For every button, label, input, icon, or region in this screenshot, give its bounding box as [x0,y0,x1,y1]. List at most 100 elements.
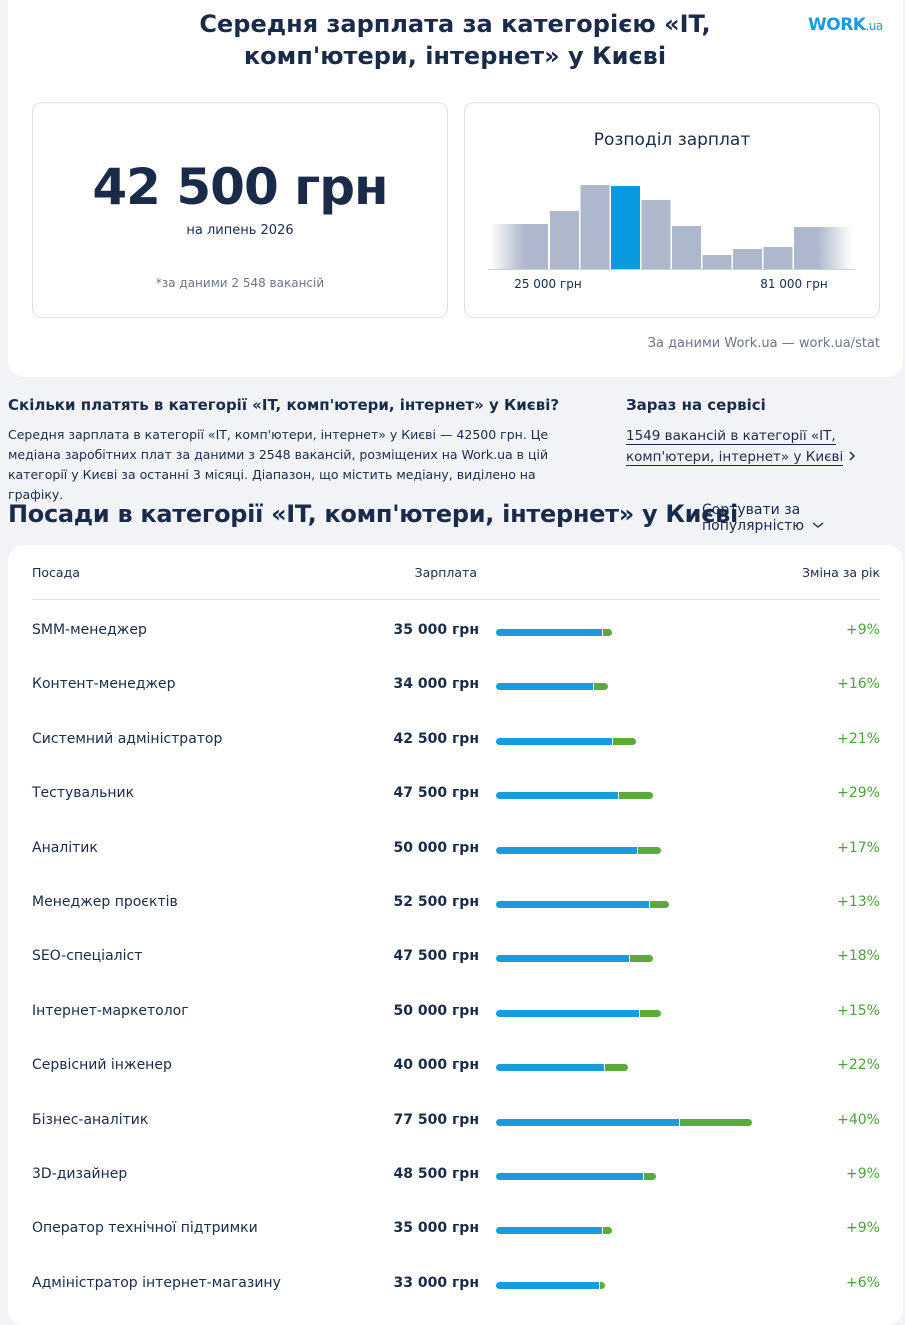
growth-segment [679,1118,752,1126]
sort-label: Сортувати за популярністю [702,502,805,534]
logo-domain: .ua [865,19,883,33]
change: +9% [846,1166,880,1182]
median-salary: 42 500 грн [92,158,388,216]
column-header: Посада [32,565,80,580]
salary: 77 500 грн [393,1111,479,1128]
salary: 35 000 грн [393,1220,479,1237]
growth-segment [602,629,612,636]
salary: 48 500 грн [393,1166,479,1182]
histogram-bar [733,249,762,269]
note: *за даними 2 548 вакансій [155,276,325,290]
salary-bar [496,629,612,636]
position-name[interactable]: Адміністратор інтернет-магазину [32,1274,281,1291]
growth-segment [599,1281,605,1289]
salary: 47 500 грн [393,948,479,965]
histogram-bar [763,247,793,269]
growth-segment [612,737,637,745]
previous-salary-segment [496,683,593,691]
histogram: 25 000 грн 81 000 грн [488,185,855,291]
position-name[interactable]: Менеджер проєктів [32,894,178,910]
growth-segment [605,1064,628,1072]
service-title: Зараз на сервісі [626,396,766,414]
growth-segment [643,1173,657,1180]
previous-salary-segment [496,955,629,963]
histogram-bar [550,211,579,269]
previous-salary-segment [496,1009,640,1017]
salary: 47 500 грн [393,785,479,802]
position-name[interactable]: Контент-менеджер [32,676,176,693]
salary: 52 500 грн [393,894,479,910]
position-name[interactable]: Сервісний інженер [32,1057,172,1074]
position-name[interactable]: 3D-дизайнер [32,1166,128,1182]
change: +40% [837,1111,880,1128]
salary-bar [496,1118,752,1126]
salary: 35 000 грн [393,622,479,638]
position-name[interactable]: SMM-менеджер [32,622,147,638]
growth-segment [618,792,653,800]
salary: 50 000 грн [393,1002,479,1019]
change: +9% [846,622,880,638]
salary-bar [496,1009,661,1017]
previous-salary-segment [496,792,618,800]
change: +29% [837,785,880,802]
position-name[interactable]: Бізнес-аналітик [32,1111,149,1128]
salary-card [32,102,448,318]
salary-bar [496,955,653,963]
histogram-bar [702,255,732,269]
positions-title: Посади в категорії «IT, комп'ютери, інте… [8,500,738,528]
question: Скільки платять в категорії «IT, комп'ют… [8,396,560,414]
fade [794,227,852,269]
divider [32,599,880,600]
source[interactable]: За даними Work.ua — work.ua/stat [647,336,880,351]
previous-salary-segment [496,1227,602,1235]
change: +6% [846,1274,880,1291]
change: +15% [837,1002,880,1019]
position-name[interactable]: Аналітик [32,839,98,856]
position-name[interactable]: Тестувальник [32,785,135,802]
description: Середня зарплата в категорії «IT, комп'ю… [8,427,549,502]
histogram-bar [672,226,701,269]
growth-segment [638,846,661,854]
positions-table [8,545,903,1325]
salary: 34 000 грн [393,676,479,693]
growth-segment [602,1227,612,1235]
distribution-card [464,102,880,318]
position-name[interactable]: Інтернет-маркетолог [32,1002,189,1019]
vacancies-link[interactable]: 1549 вакансій в категорії «IT, комп'ютер… [626,426,905,468]
salary-bar [496,737,637,745]
salary-bar [496,846,661,854]
histogram-bar [611,186,640,269]
fade [490,224,548,269]
salary: 33 000 грн [393,1274,479,1291]
histogram-bar [641,200,671,269]
column-header: Зміна за рік [802,565,880,580]
previous-salary-segment [496,737,612,745]
salary-bar [496,1227,612,1235]
logo-word: WORK [808,15,866,35]
change: +13% [837,894,880,910]
sort-dropdown[interactable]: Сортувати за популярністю [702,502,905,534]
salary: 50 000 грн [393,839,479,856]
change: +22% [837,1057,880,1074]
distribution-title: Розподіл зарплат [593,130,751,150]
previous-salary-segment [496,901,650,908]
position-name[interactable]: Оператор технічної підтримки [32,1220,258,1237]
previous-salary-segment [496,846,638,854]
chevron-right [849,451,856,461]
salary-bar [496,1281,605,1289]
salary: 42 500 грн [393,730,479,747]
change: +16% [837,676,880,693]
position-name[interactable]: SEO-спеціаліст [32,948,143,965]
period: на липень 2026 [186,223,294,238]
previous-salary-segment [496,1173,643,1180]
previous-salary-segment [496,629,602,636]
page-title: Середня зарплата за категорією «IT, комп… [199,10,711,70]
chevron-down [812,522,824,528]
logo[interactable]: WORK.ua [808,15,883,35]
change: +18% [837,948,880,965]
salary-bar [496,1064,628,1072]
position-name[interactable]: Системний адміністратор [32,730,223,747]
growth-segment [629,955,653,963]
